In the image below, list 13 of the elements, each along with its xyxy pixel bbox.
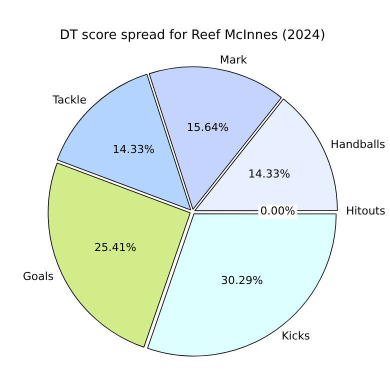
data-label: 25.41% bbox=[94, 240, 136, 254]
text: 0.00% bbox=[260, 204, 296, 218]
data-label: 30.29% bbox=[221, 274, 263, 288]
slice-label: Goals bbox=[22, 270, 54, 284]
category-label: Hitouts bbox=[346, 204, 386, 218]
slice-label: Tackle bbox=[52, 94, 87, 107]
slice-label: Mark bbox=[220, 54, 248, 67]
data-label: 14.33% bbox=[248, 168, 290, 181]
data-label: 15.64% bbox=[186, 120, 229, 134]
chart-title: DT score spread for Reef McInnes (2024) bbox=[60, 28, 326, 44]
slice-label: Kicks bbox=[282, 330, 310, 343]
slice-label: Handballs bbox=[330, 138, 386, 151]
data-label: 14.33% bbox=[112, 143, 155, 156]
